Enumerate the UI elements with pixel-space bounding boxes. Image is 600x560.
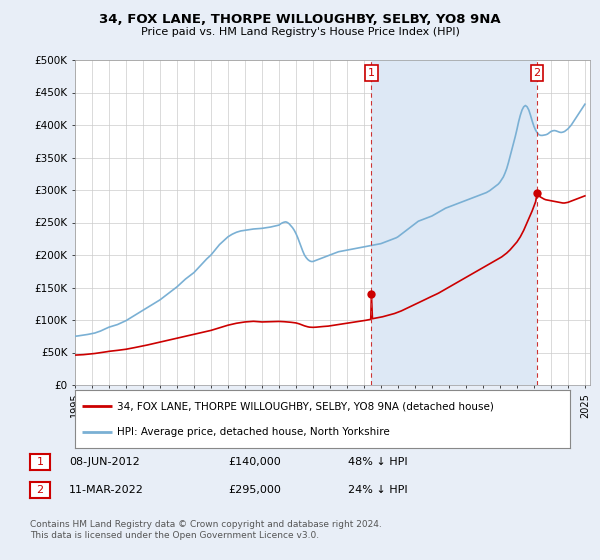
Text: HPI: Average price, detached house, North Yorkshire: HPI: Average price, detached house, Nort… — [117, 427, 390, 437]
Text: 34, FOX LANE, THORPE WILLOUGHBY, SELBY, YO8 9NA: 34, FOX LANE, THORPE WILLOUGHBY, SELBY, … — [99, 13, 501, 26]
Text: 11-MAR-2022: 11-MAR-2022 — [69, 485, 144, 495]
Text: 48% ↓ HPI: 48% ↓ HPI — [348, 457, 407, 467]
Text: 2: 2 — [37, 485, 43, 495]
Text: Price paid vs. HM Land Registry's House Price Index (HPI): Price paid vs. HM Land Registry's House … — [140, 27, 460, 38]
Text: 1: 1 — [37, 457, 43, 467]
Text: 1: 1 — [368, 68, 375, 78]
Text: 2: 2 — [533, 68, 541, 78]
Text: Contains HM Land Registry data © Crown copyright and database right 2024.
This d: Contains HM Land Registry data © Crown c… — [30, 520, 382, 540]
Text: 08-JUN-2012: 08-JUN-2012 — [69, 457, 140, 467]
Bar — [371, 60, 537, 385]
Text: 34, FOX LANE, THORPE WILLOUGHBY, SELBY, YO8 9NA (detached house): 34, FOX LANE, THORPE WILLOUGHBY, SELBY, … — [117, 401, 494, 411]
Text: £140,000: £140,000 — [228, 457, 281, 467]
Text: £295,000: £295,000 — [228, 485, 281, 495]
Text: 24% ↓ HPI: 24% ↓ HPI — [348, 485, 407, 495]
